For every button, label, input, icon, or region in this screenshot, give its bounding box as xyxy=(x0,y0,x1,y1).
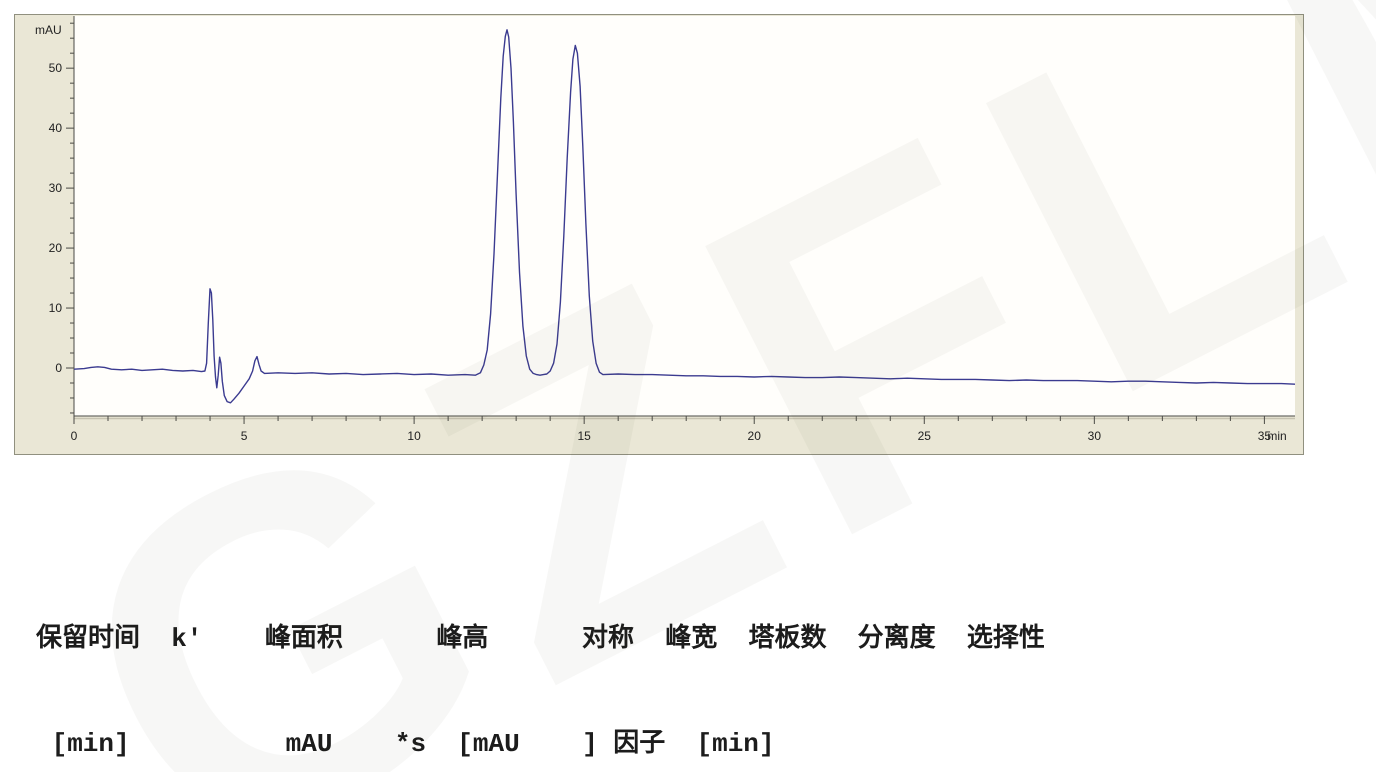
svg-text:5: 5 xyxy=(241,429,248,443)
svg-text:20: 20 xyxy=(748,429,762,443)
svg-text:10: 10 xyxy=(49,301,63,315)
chromatogram-panel: 0 5 10 15 20 25 30 35 min 0 10 20 30 40 50 mAU xyxy=(14,14,1304,455)
signal-trace xyxy=(74,29,1295,404)
svg-text:30: 30 xyxy=(1088,429,1102,443)
svg-text:0: 0 xyxy=(71,429,78,443)
svg-text:35: 35 xyxy=(1258,429,1272,443)
x-axis-unit-label: min xyxy=(1267,429,1286,443)
svg-text:20: 20 xyxy=(49,241,63,255)
svg-text:40: 40 xyxy=(49,121,63,135)
svg-text:10: 10 xyxy=(407,429,421,443)
svg-text:25: 25 xyxy=(918,429,932,443)
axis-ticks xyxy=(66,22,1265,424)
table-header-row-2: [min] mAU *s [mAU ] 因子 [min] xyxy=(36,729,775,759)
table-header-row-1: 保留时间 k' 峰面积 峰高 对称 峰宽 塔板数 分离度 选择性 xyxy=(36,624,1045,654)
svg-text:15: 15 xyxy=(577,429,591,443)
svg-text:50: 50 xyxy=(49,61,63,75)
y-axis-unit-label: mAU xyxy=(35,23,62,37)
peak-results-table: 保留时间 k' 峰面积 峰高 对称 峰宽 塔板数 分离度 选择性 [min] m… xyxy=(36,552,1144,772)
svg-text:30: 30 xyxy=(49,181,63,195)
svg-text:0: 0 xyxy=(55,361,62,375)
